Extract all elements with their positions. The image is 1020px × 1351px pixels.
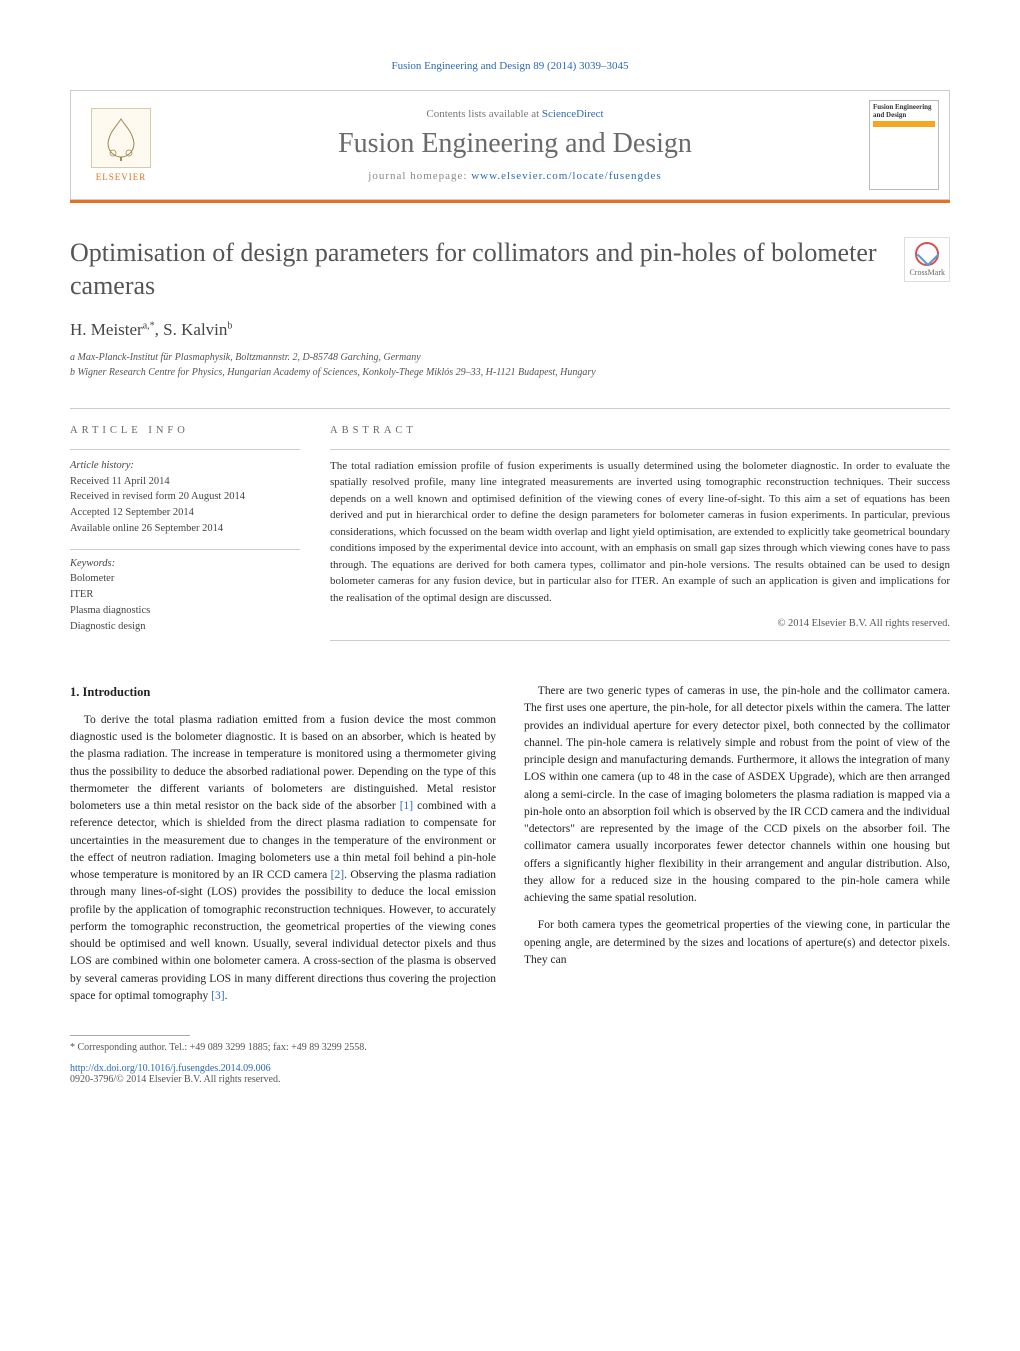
p1e: . [225, 990, 228, 1002]
publisher-logo-block: ELSEVIER [71, 100, 171, 190]
affiliation-a: a Max-Planck-Institut für Plasmaphysik, … [70, 350, 880, 365]
body-paragraph: For both camera types the geometrical pr… [524, 917, 950, 969]
p1a: To derive the total plasma radiation emi… [70, 714, 496, 812]
affiliation-b: b Wigner Research Centre for Physics, Hu… [70, 365, 880, 380]
divider [70, 408, 950, 409]
journal-cover-icon: Fusion Engineering and Design [869, 100, 939, 190]
author-2: , S. Kalvin [155, 320, 228, 339]
contents-prefix: Contents lists available at [426, 108, 541, 120]
article-info-heading: ARTICLE INFO [70, 423, 300, 439]
crossmark-icon [915, 242, 939, 266]
journal-name: Fusion Engineering and Design [171, 128, 859, 160]
ref-1-link[interactable]: [1] [400, 800, 413, 812]
history-online: Available online 26 September 2014 [70, 521, 300, 537]
homepage-line: journal homepage: www.elsevier.com/locat… [171, 170, 859, 182]
banner-center: Contents lists available at ScienceDirec… [171, 100, 859, 190]
author-list: H. Meistera,*, S. Kalvinb [70, 320, 880, 340]
sciencedirect-link[interactable]: ScienceDirect [542, 108, 604, 120]
abstract-copyright: © 2014 Elsevier B.V. All rights reserved… [330, 616, 950, 632]
ref-3-link[interactable]: [3] [211, 990, 224, 1002]
citation-link[interactable]: Fusion Engineering and Design 89 (2014) … [391, 60, 628, 72]
p1c: . Observing the plasma radiation through… [70, 869, 496, 950]
footnote-rule [70, 1035, 190, 1036]
keywords-label: Keywords: [70, 556, 300, 572]
cover-thumbnail-block: Fusion Engineering and Design [859, 91, 949, 199]
abstract-divider [330, 449, 950, 450]
author-1: H. Meister [70, 320, 143, 339]
author-1-sup: a,* [143, 320, 155, 331]
body-paragraph: There are two generic types of cameras i… [524, 683, 950, 907]
history-revised: Received in revised form 20 August 2014 [70, 489, 300, 505]
info-divider-2 [70, 549, 300, 550]
elsevier-tree-icon [91, 108, 151, 168]
crossmark-label: CrossMark [909, 268, 945, 277]
body-text: 1. Introduction To derive the total plas… [70, 683, 950, 1005]
keyword-1: Bolometer [70, 571, 300, 587]
abstract-end-divider [330, 640, 950, 641]
history-label: Article history: [70, 458, 300, 474]
corresponding-author-note: * Corresponding author. Tel.: +49 089 32… [70, 1042, 950, 1053]
issn-copyright-line: 0920-3796/© 2014 Elsevier B.V. All right… [70, 1074, 950, 1085]
journal-banner: ELSEVIER Contents lists available at Sci… [70, 90, 950, 200]
publisher-name: ELSEVIER [96, 172, 147, 182]
cover-title: Fusion Engineering and Design [873, 104, 935, 119]
keyword-4: Diagnostic design [70, 619, 300, 635]
crossmark-badge[interactable]: CrossMark [904, 237, 950, 282]
article-title: Optimisation of design parameters for co… [70, 237, 880, 302]
abstract-column: ABSTRACT The total radiation emission pr… [330, 423, 950, 655]
abstract-heading: ABSTRACT [330, 423, 950, 439]
doi-link[interactable]: http://dx.doi.org/10.1016/j.fusengdes.20… [70, 1063, 271, 1074]
keyword-3: Plasma diagnostics [70, 603, 300, 619]
orange-divider [70, 200, 950, 203]
footer: * Corresponding author. Tel.: +49 089 32… [70, 1035, 950, 1085]
body-paragraph: To derive the total plasma radiation emi… [70, 712, 496, 1005]
history-accepted: Accepted 12 September 2014 [70, 505, 300, 521]
homepage-link[interactable]: www.elsevier.com/locate/fusengdes [471, 170, 662, 182]
info-divider [70, 449, 300, 450]
author-2-sup: b [227, 320, 232, 331]
section-1-heading: 1. Introduction [70, 683, 496, 702]
abstract-text: The total radiation emission profile of … [330, 458, 950, 607]
running-head: Fusion Engineering and Design 89 (2014) … [70, 60, 950, 72]
contents-available-line: Contents lists available at ScienceDirec… [171, 108, 859, 120]
history-received: Received 11 April 2014 [70, 474, 300, 490]
affiliations: a Max-Planck-Institut für Plasmaphysik, … [70, 350, 880, 380]
keyword-2: ITER [70, 587, 300, 603]
homepage-prefix: journal homepage: [368, 170, 471, 182]
ref-2-link[interactable]: [2] [331, 869, 344, 881]
article-info-column: ARTICLE INFO Article history: Received 1… [70, 423, 300, 655]
